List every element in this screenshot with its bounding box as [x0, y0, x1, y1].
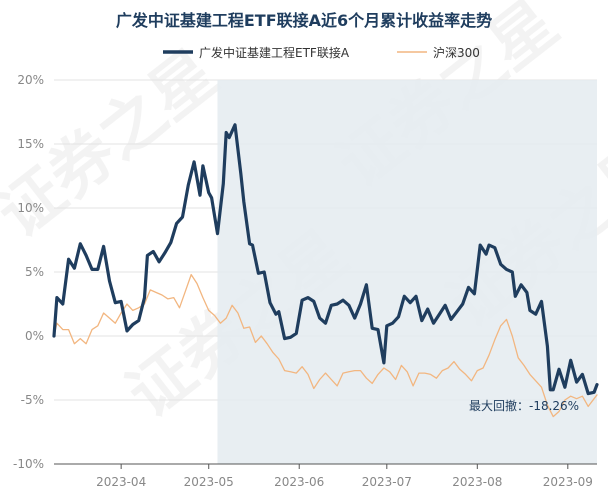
legend-label-hs300: 沪深300: [433, 46, 480, 60]
y-tick-label-2: 10%: [17, 201, 44, 215]
shaded-region: [217, 80, 597, 464]
series-lines: [52, 123, 599, 418]
y-tick-label-6: -10%: [13, 457, 44, 471]
y-tick-label-4: 0%: [25, 329, 44, 343]
x-tick-label-0: 2023-04: [96, 475, 146, 489]
chart-title: 广发中证基建工程ETF联接A近6个月累计收益率走势: [116, 11, 492, 30]
y-tick-label-0: 20%: [17, 73, 44, 87]
max-drawdown-annotation: 最大回撤：-18.26%: [469, 398, 579, 413]
y-tick-label-3: 5%: [25, 265, 44, 279]
legend: 广发中证基建工程ETF联接A 沪深300: [163, 45, 480, 60]
shaded-drawdown-region: [217, 80, 597, 464]
x-tick-label-2: 2023-06: [274, 475, 324, 489]
x-tick-label-3: 2023-07: [362, 475, 412, 489]
axes: 20% 15% 10% 5% 0% -5% -10% 2023-04 2023-05 2023-0…: [13, 73, 597, 489]
x-tick-label-4: 2023-08: [452, 475, 502, 489]
y-tick-label-5: -5%: [21, 393, 44, 407]
x-tick-label-5: 2023-09: [543, 475, 593, 489]
legend-label-fund: 广发中证基建工程ETF联接A: [199, 45, 350, 60]
y-tick-label-1: 15%: [17, 137, 44, 151]
x-tick-label-1: 2023-05: [184, 475, 234, 489]
series-line-fund: [52, 123, 599, 396]
